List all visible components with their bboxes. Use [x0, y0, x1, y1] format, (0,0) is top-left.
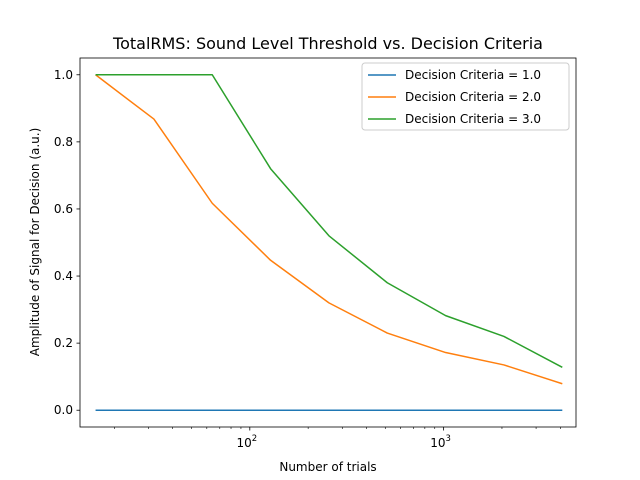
legend-label: Decision Criteria = 1.0 [405, 68, 541, 82]
y-tick-label: 0.2 [54, 336, 73, 350]
legend-box [361, 62, 570, 131]
x-tick-label: 102 [236, 434, 257, 450]
y-tick-label: 0.6 [54, 202, 73, 216]
y-tick-label: 0.0 [54, 403, 73, 417]
legend: Decision Criteria = 1.0 Decision Criteria… [361, 62, 570, 131]
series-line-3 [95, 74, 563, 368]
plot-area: 0.0 0.2 0.4 0.6 0.8 1.0 102 103 [54, 57, 577, 450]
x-axis-label: Number of trials [279, 460, 376, 474]
legend-label: Decision Criteria = 3.0 [405, 112, 541, 126]
y-tick-label: 1.0 [54, 68, 73, 82]
axes-frame [79, 57, 577, 428]
y-axis-label: Amplitude of Signal for Decision (a.u.) [28, 128, 42, 357]
chart-title: TotalRMS: Sound Level Threshold vs. Deci… [112, 34, 543, 53]
y-tick-label: 0.4 [54, 269, 73, 283]
legend-label: Decision Criteria = 2.0 [405, 90, 541, 104]
series-line-2 [95, 74, 563, 385]
y-tick-label: 0.8 [54, 135, 73, 149]
x-tick-label: 103 [430, 434, 451, 450]
